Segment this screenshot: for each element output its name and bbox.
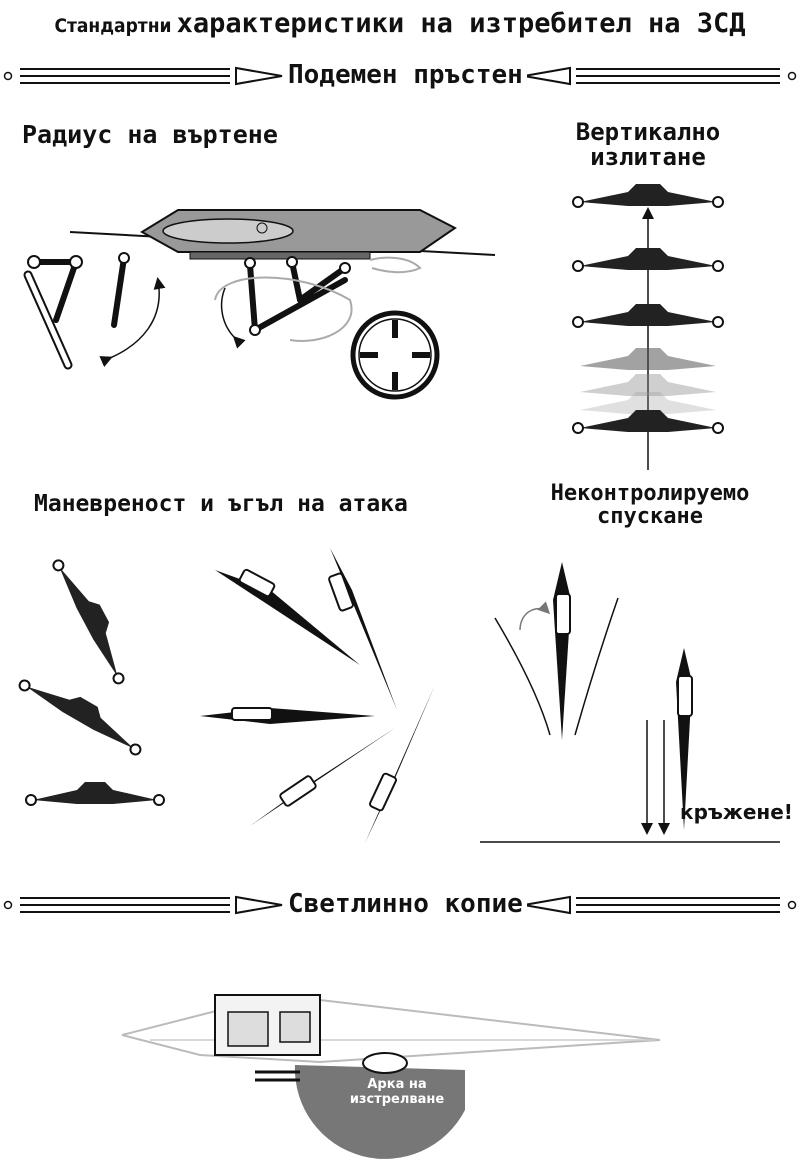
title-prefix: Стандартни: [54, 15, 172, 37]
ship-front-4: [572, 410, 724, 434]
ship-front-3: [572, 304, 724, 328]
ship-front-ghost-2: [580, 374, 716, 396]
label-uncontrolled-descent: Неконтролируемо спускане: [530, 482, 770, 528]
turn-radius-ship: [69, 209, 496, 342]
label-uncontrolled-line1: Неконтролируемо: [550, 481, 750, 506]
turn-radius-gear-parts: [23, 252, 246, 370]
repulsor-ring: [350, 310, 440, 400]
vertical-takeoff-sequence: [572, 184, 724, 470]
section-title-repulsor: Подемен пръстен: [284, 60, 527, 90]
label-vertical-takeoff: Вертикално излитане: [548, 118, 748, 172]
label-fire-arc: Арка на изстрелване: [342, 1077, 452, 1108]
ship-front-1: [572, 184, 724, 208]
label-fire-arc-line1: Арка на: [367, 1077, 427, 1092]
label-maneuver: Маневреност и ъгъл на атака: [34, 491, 408, 517]
ship-front-ghost-3: [580, 392, 716, 414]
title-main: характеристики на изтребител на ЗСД: [176, 8, 746, 39]
label-vertical-takeoff-line1: Вертикално: [575, 118, 721, 146]
label-vertical-takeoff-line2: излитане: [590, 143, 706, 172]
section-title-lightspear: Светлинно копие: [284, 889, 527, 919]
label-hover: кръжене!: [680, 800, 793, 824]
label-fire-arc-line2: изстрелване: [349, 1091, 445, 1107]
maneuver-bank-sequence: [18, 559, 165, 806]
ship-front-2: [572, 248, 724, 272]
ship-front-ghost-1: [580, 348, 716, 370]
page-title: Стандартни характеристики на изтребител …: [0, 8, 800, 39]
label-turn-radius: Радиус на въртене: [22, 120, 278, 149]
label-uncontrolled-line2: спускане: [597, 504, 703, 530]
maneuver-attack-angles: [200, 548, 435, 843]
